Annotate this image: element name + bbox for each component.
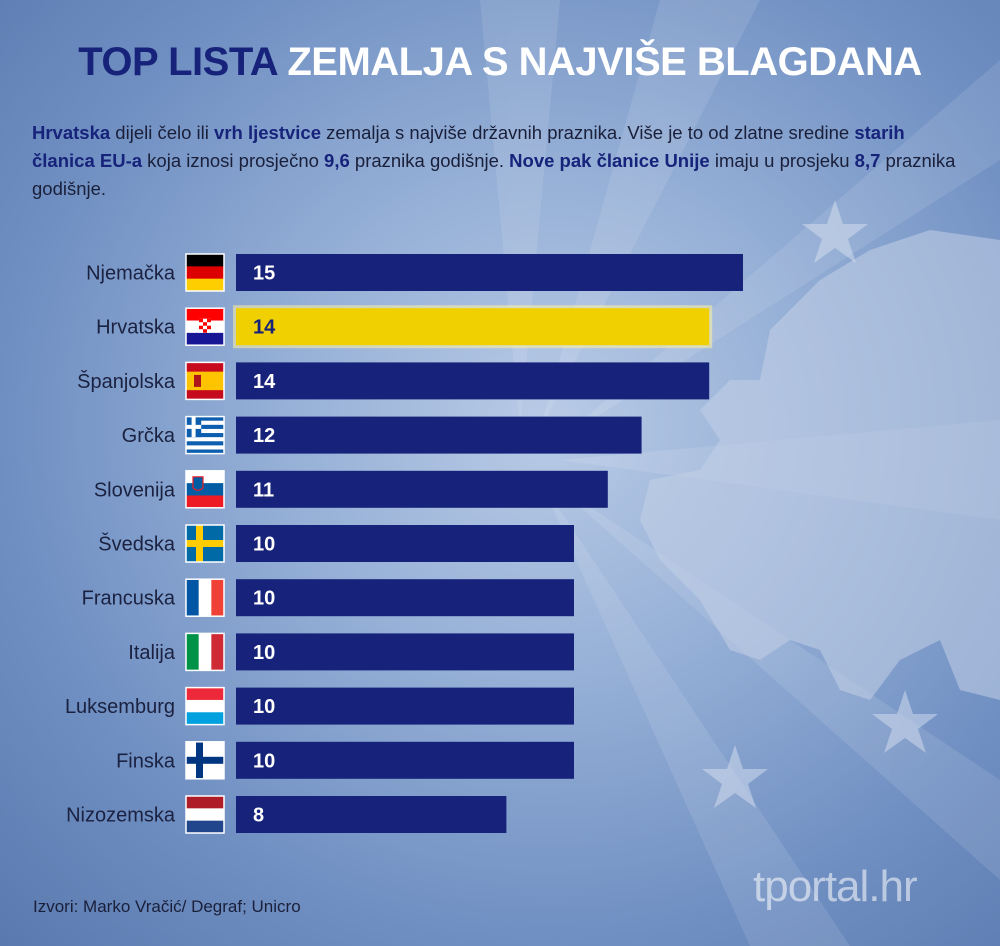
category-label: Luksemburg	[65, 696, 175, 718]
bar	[236, 633, 574, 671]
title-part-1: TOP LISTA	[78, 40, 277, 84]
bar	[236, 687, 574, 725]
bar-value-label: 8	[253, 805, 264, 827]
intro-highlight: Nove pak članice Unije	[509, 150, 710, 171]
category-label: Njemačka	[86, 263, 176, 285]
bar	[236, 362, 710, 400]
category-label: Švedska	[98, 533, 176, 556]
italy-flag-icon	[185, 632, 225, 672]
europe-landmass-shape	[640, 230, 1000, 700]
bar	[236, 470, 608, 508]
intro-text: dijeli čelo ili	[110, 122, 215, 143]
intro-highlight: vrh ljestvice	[214, 122, 321, 143]
intro-text: praznika godišnje.	[349, 150, 510, 171]
category-label: Francuska	[82, 588, 176, 610]
bar	[236, 416, 642, 454]
bar-value-label: 14	[253, 317, 276, 339]
intro-text: imaju u prosjeku	[709, 150, 855, 171]
category-label: Grčka	[122, 425, 176, 447]
eu-star-icon	[702, 745, 768, 808]
bar	[236, 796, 507, 833]
intro-paragraph: Hrvatska dijeli čelo ili vrh ljestvice z…	[32, 119, 972, 203]
germany-flag-icon	[185, 253, 225, 292]
page-title: TOP LISTA ZEMALJA S NAJVIŠE BLAGDANA	[0, 40, 1000, 85]
bar-value-label: 10	[253, 642, 275, 664]
intro-highlight: Hrvatska	[32, 122, 111, 143]
bar	[236, 579, 574, 617]
category-label: Italija	[128, 642, 176, 664]
category-label: Finska	[116, 750, 176, 772]
bar	[236, 308, 710, 346]
bar-value-label: 11	[253, 479, 274, 501]
intro-text: praznika godišnje.	[32, 150, 956, 199]
croatia-flag-icon	[185, 307, 225, 346]
category-label: Slovenija	[94, 479, 176, 501]
tportal-logo: tportal.hr	[753, 862, 918, 911]
bar	[236, 741, 574, 779]
france-flag-icon	[185, 578, 225, 617]
netherlands-flag-icon	[185, 795, 225, 834]
bar	[236, 254, 743, 291]
eu-star-icon	[802, 200, 868, 263]
source-note: Izvori: Marko Vračić/ Degraf; Unicro	[33, 897, 301, 916]
eu-star-icon	[872, 690, 938, 753]
bar-value-label: 10	[253, 696, 275, 718]
bar-value-label: 12	[253, 425, 275, 447]
finland-flag-icon	[185, 741, 225, 780]
bar-value-label: 10	[253, 534, 275, 556]
intro-highlight: 8,7	[854, 150, 881, 171]
intro-text: koja iznosi prosječno	[142, 150, 325, 171]
luxembourg-flag-icon	[185, 686, 225, 726]
slovenia-flag-icon	[185, 470, 225, 509]
bar	[236, 525, 574, 562]
spain-flag-icon	[185, 361, 225, 401]
category-label: Španjolska	[77, 370, 176, 393]
intro-highlight: 9,6	[324, 150, 350, 171]
sweden-flag-icon	[185, 524, 225, 563]
bar-value-label: 10	[253, 588, 275, 610]
category-label: Hrvatska	[96, 317, 176, 339]
bar-value-label: 14	[253, 371, 276, 393]
bar-value-label: 15	[253, 263, 275, 285]
title-part-2: ZEMALJA S NAJVIŠE BLAGDANA	[287, 40, 922, 84]
greece-flag-icon	[185, 415, 225, 455]
intro-text: zemalja s najviše državnih praznika. Viš…	[320, 122, 855, 143]
category-label: Nizozemska	[66, 805, 176, 827]
bar-value-label: 10	[253, 750, 275, 772]
intro-highlight: starih članica EU-a	[32, 122, 905, 171]
